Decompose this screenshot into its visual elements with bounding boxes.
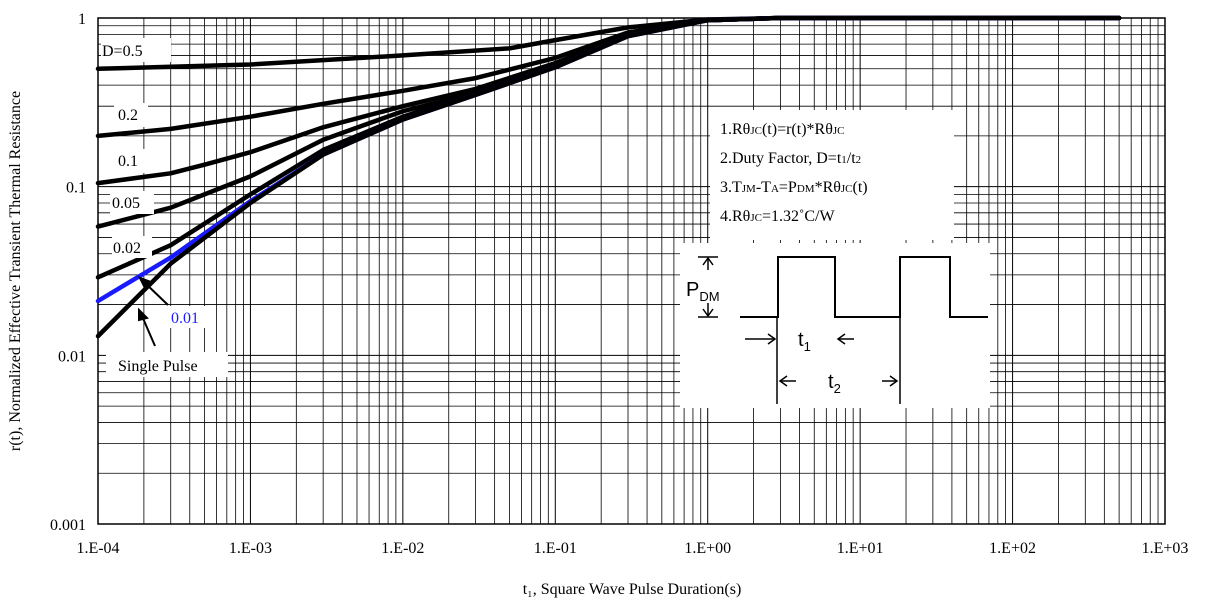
- grid-lines: [97, 18, 1165, 525]
- x-tick-label: 1.E+02: [989, 540, 1036, 557]
- y-tick-label: 1: [78, 11, 86, 28]
- t2-label: t2: [828, 371, 841, 396]
- label-d05: D=0.5: [102, 43, 143, 60]
- t2-marker: [778, 375, 899, 387]
- series-lines: [95, 15, 1122, 339]
- note-line-4: 4.RθJC=1.32˚C/W: [720, 208, 835, 225]
- x-tick-label: 1.E-04: [76, 540, 119, 557]
- pdm-label: PDM: [686, 279, 720, 304]
- label-d001: 0.01: [171, 310, 199, 327]
- y-tick-label: 0.001: [50, 517, 86, 534]
- x-tick-label: 1.E-01: [534, 540, 577, 557]
- curve-labels: D=0.5 0.2 0.1 0.05 0.02 0.01 Single Puls…: [101, 38, 228, 377]
- series-line-4: [95, 15, 1122, 280]
- pulse-waveform: [740, 256, 988, 318]
- plot-frame: [97, 17, 1166, 525]
- label-d01: 0.1: [118, 153, 138, 170]
- label-d005: 0.05: [112, 195, 140, 212]
- t1-marker: [745, 318, 901, 404]
- label-d002: 0.02: [113, 240, 141, 257]
- x-tick-label: 1.E-02: [381, 540, 424, 557]
- x-axis-title: t₁, Square Wave Pulse Duration(s): [523, 581, 742, 598]
- label-d02: 0.2: [118, 107, 138, 124]
- y-tick-label: 0.1: [66, 180, 86, 197]
- note-line-3: 3.TJM-TA=PDM*RθJC(t): [720, 179, 868, 196]
- pulse-waveform-inset: PDM t1 t2: [680, 243, 990, 408]
- y-axis-title: r(t), Normalized Effective Transient The…: [7, 91, 24, 451]
- x-tick-label: 1.E+01: [837, 540, 884, 557]
- y-tick-label: 0.01: [58, 348, 86, 365]
- pdm-marker: [698, 256, 718, 318]
- x-tick-label: 1.E+00: [684, 540, 731, 557]
- x-tick-label: 1.E-03: [229, 540, 272, 557]
- note-line-2: 2.Duty Factor, D=t1/t2: [720, 150, 861, 167]
- label-single-pulse: Single Pulse: [118, 358, 198, 375]
- t1-label: t1: [798, 329, 811, 354]
- note-line-1: 1.RθJC(t)=r(t)*RθJC: [720, 121, 845, 138]
- series-line-6: [95, 15, 1122, 339]
- pointer-arrows: [137, 276, 169, 347]
- tick-labels: 1.E-04 1.E-03 1.E-02 1.E-01 1.E+00 1.E+01 1.E+…: [50, 11, 1188, 557]
- notes-box: 1.RθJC(t)=r(t)*RθJC 2.Duty Factor, D=t1/…: [710, 110, 954, 240]
- series-line-1: [95, 15, 1122, 139]
- x-tick-label: 1.E+03: [1142, 540, 1189, 557]
